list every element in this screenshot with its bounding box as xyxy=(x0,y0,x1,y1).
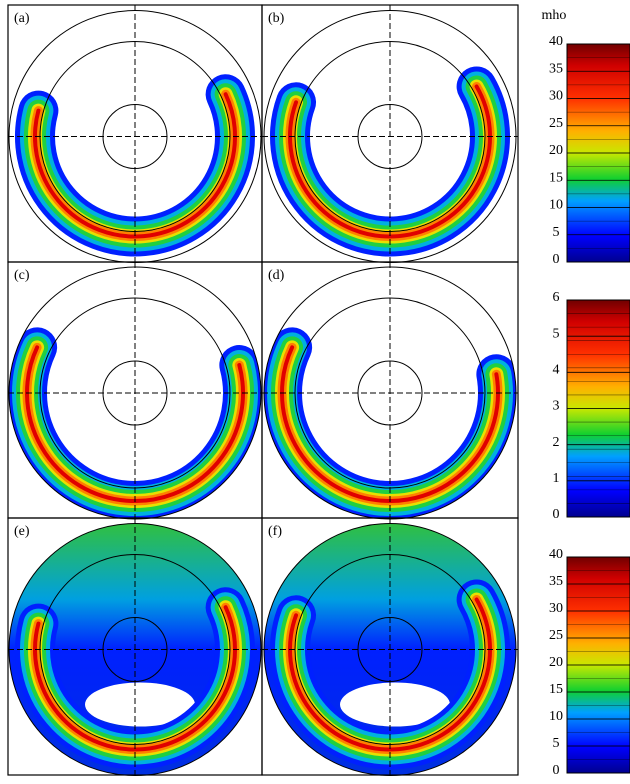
colorbar: 0 5 10 15 20 25 30 35 40 xyxy=(549,547,630,778)
colorbar-tick-label: 5 xyxy=(553,326,560,341)
colorbar-tick-label: 0 xyxy=(553,252,560,267)
colorbar-tick-label: 3 xyxy=(553,399,560,414)
colorbar-unit: mho xyxy=(542,8,567,23)
colorbar-tick-label: 1 xyxy=(553,471,560,486)
colorbar-tick-label: 30 xyxy=(549,89,563,104)
polar-panel: (a) xyxy=(8,5,262,263)
colorbar: 0 1 2 3 4 5 6 xyxy=(553,290,630,522)
colorbar-tick-label: 30 xyxy=(549,601,563,616)
colorbar-tick-label: 25 xyxy=(549,116,563,131)
colorbar-tick-label: 6 xyxy=(553,290,560,305)
colorbar-tick-label: 10 xyxy=(549,198,563,213)
panel-label: (c) xyxy=(14,268,30,283)
colorbar-tick-label: 5 xyxy=(553,736,560,751)
polar-panel: (e) xyxy=(8,518,262,776)
colorbar-tick-label: 35 xyxy=(549,574,563,589)
panel-label: (a) xyxy=(14,11,30,26)
colorbar-tick-label: 25 xyxy=(549,628,563,643)
colorbar: 0 5 10 15 20 25 30 35 40 mho xyxy=(542,8,630,267)
panel-label: (b) xyxy=(268,11,285,26)
polar-panel: (d) xyxy=(262,262,518,519)
colorbar-tick-label: 20 xyxy=(549,143,563,158)
colorbar-tick-label: 15 xyxy=(549,170,563,185)
colorbar-tick-label: 20 xyxy=(549,655,563,670)
polar-panel: (c) xyxy=(8,262,262,519)
colorbar-tick-label: 5 xyxy=(553,225,560,240)
colorbar-tick-label: 2 xyxy=(553,435,560,450)
polar-panel: (f) xyxy=(262,518,518,776)
panel-label: (f) xyxy=(268,524,282,539)
colorbar-tick-label: 40 xyxy=(549,34,563,49)
colorbar-tick-label: 0 xyxy=(553,507,560,522)
colorbar-tick-label: 15 xyxy=(549,682,563,697)
colorbar-tick-label: 0 xyxy=(553,763,560,778)
colorbar-tick-label: 40 xyxy=(549,547,563,562)
panel-label: (d) xyxy=(268,268,285,283)
polar-panel: (b) xyxy=(262,5,518,263)
colorbar-tick-label: 10 xyxy=(549,709,563,724)
colorbar-tick-label: 4 xyxy=(553,363,560,378)
colorbar-tick-label: 35 xyxy=(549,61,563,76)
panel-label: (e) xyxy=(14,524,30,539)
